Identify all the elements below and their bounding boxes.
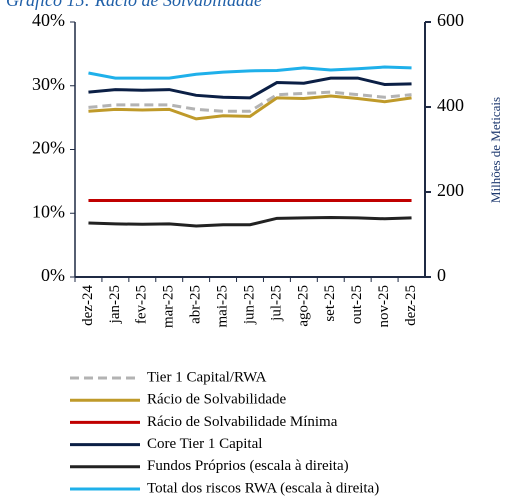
x-tick-label: fev-25 bbox=[134, 285, 150, 324]
series-line bbox=[88, 94, 412, 121]
x-tick-label: dez-24 bbox=[80, 285, 96, 326]
series-line bbox=[88, 65, 412, 80]
x-tick-label: dez-25 bbox=[403, 285, 419, 326]
legend-label: Rácio de Solvabilidade bbox=[147, 392, 286, 408]
y2-axis-label: Milhões de Meticais bbox=[488, 97, 503, 203]
y2-tick-label: 600 bbox=[437, 10, 464, 30]
x-tick-label: nov-25 bbox=[376, 285, 392, 328]
x-tick-label: jun-25 bbox=[241, 285, 257, 325]
y-tick-label: 0% bbox=[41, 265, 65, 285]
legend-label: Tier 1 Capital/RWA bbox=[147, 369, 267, 385]
legend-label: Fundos Próprios (escala à direita) bbox=[147, 458, 349, 474]
series-line bbox=[88, 90, 412, 113]
y-tick-label: 10% bbox=[32, 201, 65, 221]
y-tick-label: 20% bbox=[32, 138, 65, 158]
x-tick-label: out-25 bbox=[349, 285, 365, 324]
legend-label: Rácio de Solvabilidade Mínima bbox=[147, 414, 338, 430]
series-line bbox=[88, 215, 412, 228]
x-tick-label: jan-25 bbox=[107, 285, 123, 324]
x-tick-label: mar-25 bbox=[161, 285, 177, 328]
x-tick-label: abr-25 bbox=[188, 285, 204, 324]
legend-label: Core Tier 1 Capital bbox=[147, 436, 262, 452]
x-tick-label: set-25 bbox=[322, 285, 338, 322]
y-tick-label: 30% bbox=[32, 74, 65, 94]
y-tick-label: 40% bbox=[32, 10, 65, 30]
y2-tick-label: 0 bbox=[437, 265, 446, 285]
y2-tick-label: 200 bbox=[437, 180, 464, 200]
x-tick-label: ago-25 bbox=[295, 285, 311, 327]
series-line bbox=[88, 76, 412, 100]
legend-label: Total dos riscos RWA (escala à direita) bbox=[147, 480, 379, 496]
y2-tick-label: 400 bbox=[437, 95, 464, 115]
x-tick-label: jul-25 bbox=[268, 285, 284, 322]
chart-title: Gráfico 15: Rácio de Solvabilidade bbox=[6, 0, 262, 10]
x-tick-label: mai-25 bbox=[215, 285, 231, 328]
